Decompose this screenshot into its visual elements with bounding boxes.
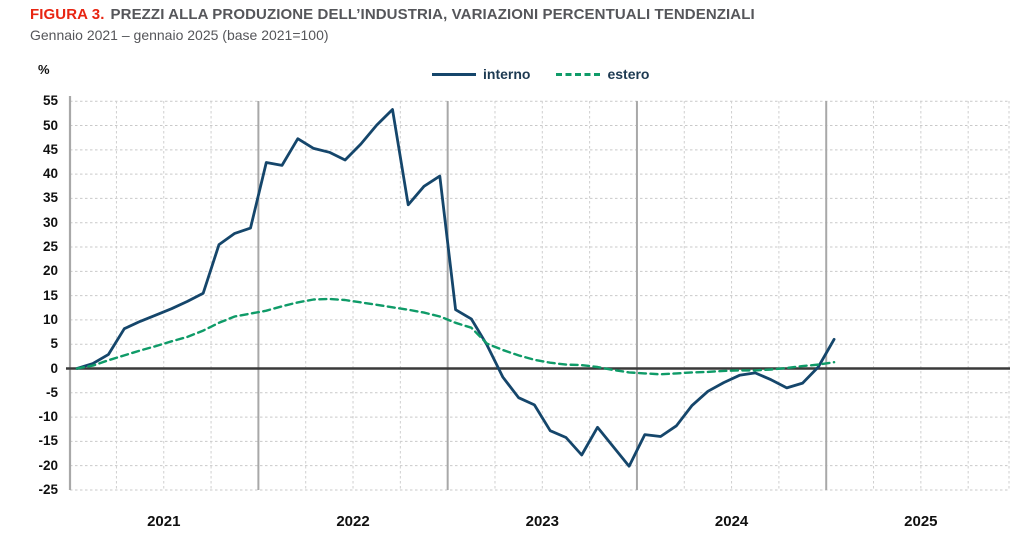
x-tick-label: 2022 <box>336 513 370 530</box>
y-tick-label: 30 <box>42 214 58 230</box>
legend-label-estero: estero <box>607 66 650 82</box>
x-tick-label: 2025 <box>904 513 938 530</box>
y-tick-label: 35 <box>42 190 58 206</box>
y-tick-label: 50 <box>42 117 58 133</box>
y-tick-label: 55 <box>42 93 58 109</box>
y-tick-label: -25 <box>38 481 58 497</box>
x-tick-label: 2023 <box>525 513 559 530</box>
figure-title: PREZZI ALLA PRODUZIONE DELL’INDUSTRIA, V… <box>110 6 755 23</box>
y-axis-unit-label: % <box>38 62 50 77</box>
figure-subtitle: Gennaio 2021 – gennaio 2025 (base 2021=1… <box>30 27 329 43</box>
y-tick-label: -10 <box>38 409 58 425</box>
y-tick-label: 40 <box>42 166 58 182</box>
y-tick-label: -5 <box>45 384 58 400</box>
figure-label: FIGURA 3. <box>30 6 105 23</box>
y-tick-label: 0 <box>50 360 58 376</box>
chart-legend: interno estero <box>432 66 649 82</box>
legend-label-interno: interno <box>483 66 531 82</box>
x-tick-label: 2024 <box>714 513 749 530</box>
x-tick-label: 2021 <box>147 513 181 530</box>
y-tick-label: -20 <box>38 457 58 473</box>
y-tick-label: 10 <box>42 311 58 327</box>
legend-item-interno: interno <box>432 66 530 82</box>
figure-header: FIGURA 3. PREZZI ALLA PRODUZIONE DELL’IND… <box>30 6 755 23</box>
interno-line <box>75 108 836 468</box>
y-tick-label: 5 <box>50 336 58 352</box>
y-tick-label: 45 <box>42 141 58 157</box>
estero-line <box>75 297 836 376</box>
y-tick-label: 15 <box>42 287 58 303</box>
y-tick-label: 25 <box>42 239 58 255</box>
y-tick-label: 20 <box>42 263 58 279</box>
y-tick-label: -15 <box>38 433 58 449</box>
legend-item-estero: estero <box>556 66 649 82</box>
interno-line-swatch <box>432 72 476 76</box>
estero-line-swatch <box>556 72 601 76</box>
